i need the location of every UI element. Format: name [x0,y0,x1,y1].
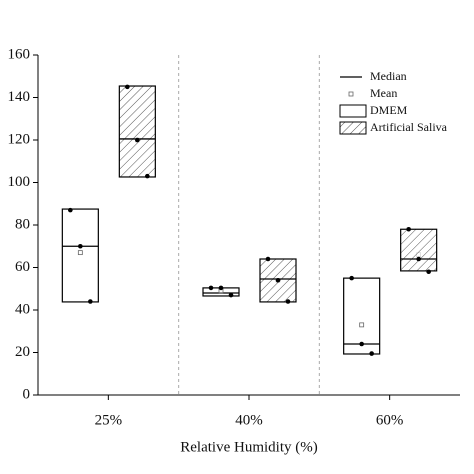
data-point [359,341,364,347]
box [61,208,99,303]
data-point [125,84,130,90]
data-point [406,226,411,232]
data-point [218,285,224,291]
data-point [88,299,93,304]
data-point [275,277,281,283]
legend-swatch [339,104,367,118]
x-axis-label: Relative Humidity (%) [180,439,317,455]
y-tick-label: 160 [8,46,31,62]
x-tick-label: 25% [95,412,123,428]
data-point [285,299,291,304]
y-tick-label: 40 [15,301,30,317]
data-point [349,275,354,281]
y-tick-label: 80 [15,216,30,232]
data-point [145,173,150,179]
data-point [208,285,214,291]
box [343,277,381,355]
y-tick-label: 120 [8,131,31,147]
legend-swatch [339,121,367,135]
data-point [228,292,234,298]
y-tick-label: 60 [15,259,30,275]
data-point [426,269,431,275]
box [118,85,156,178]
y-tick-label: 20 [15,344,30,360]
data-point [135,137,140,143]
y-tick-label: 100 [8,174,31,190]
y-tick-label: 140 [8,89,31,105]
mean-marker [77,250,83,256]
legend-label: Mean [370,86,397,100]
data-point [416,256,421,262]
data-point [68,207,73,213]
mean-marker [359,322,365,328]
data-point [369,351,374,356]
data-point [265,256,271,262]
legend-label: Median [370,69,407,83]
legend-label: DMEM [370,103,408,117]
y-tick-label: 0 [23,386,31,402]
box [400,228,438,272]
x-tick-label: 60% [376,412,404,428]
data-point [78,243,83,249]
x-tick-label: 40% [235,412,263,428]
legend-label: Artificial Saliva [370,120,448,134]
legend-mean [348,91,354,97]
